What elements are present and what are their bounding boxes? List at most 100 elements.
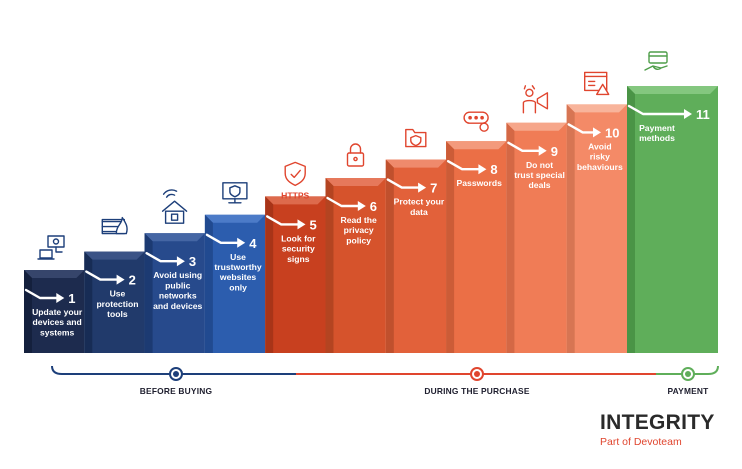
timeline-marker-dot [173, 371, 179, 377]
step-8-arrow [446, 159, 482, 171]
brand-name: INTEGRITY [600, 411, 715, 434]
brand-block: INTEGRITY Part of Devoteam [600, 412, 730, 449]
step-3-label-line: Avoid using [153, 270, 202, 280]
secure-folder-icon [405, 128, 427, 148]
step-1-label-line: systems [40, 327, 75, 337]
password-icon [463, 111, 489, 132]
step-11-side [627, 86, 635, 353]
brand-tagline: Part of Devoteam [600, 436, 682, 448]
step-9-number: 9 [551, 144, 558, 159]
firewall-icon [101, 216, 128, 235]
step-5-arrowhead [297, 219, 306, 230]
step-4-label-line: websites [219, 272, 257, 282]
step-3-front [144, 233, 205, 353]
step-11-top [627, 86, 718, 94]
step-2-label-line: Use [110, 289, 126, 299]
step-11-arrowhead [684, 109, 692, 119]
step-4-label-line: Use [230, 252, 246, 262]
step-9-label-line: deals [529, 180, 551, 190]
step-11-arrow [627, 104, 688, 116]
step-9-arrow [507, 141, 542, 153]
step-10-label-line: risky [590, 152, 610, 162]
laptop-icon [37, 235, 65, 260]
step-7-arrowhead [418, 182, 427, 193]
secure-monitor-icon [222, 182, 248, 204]
timeline-phase-label: BEFORE BUYING [140, 386, 212, 396]
timeline-segment-before [51, 365, 296, 375]
step-2-front [84, 251, 145, 353]
step-10-label-line: behaviours [577, 162, 623, 172]
step-7-arrow [386, 178, 422, 189]
step-5-number: 5 [310, 217, 317, 232]
step-5-label-line: Look for [281, 233, 316, 243]
step-3-arrow [145, 251, 181, 263]
step-2-arrow [85, 270, 120, 281]
step-6-side [325, 178, 334, 353]
step-7-number: 7 [430, 181, 437, 196]
step-7-front [385, 159, 447, 353]
step-1-side [24, 270, 32, 353]
step-4-arrowhead [237, 237, 246, 248]
step-5-arrow [266, 215, 301, 226]
megaphone-icon [522, 85, 549, 114]
step-10-label-line: Avoid [588, 141, 612, 151]
step-1-arrow [24, 288, 60, 300]
padlock-icon [346, 143, 365, 167]
step-6-arrow [326, 196, 361, 208]
step-10-front [566, 104, 627, 354]
step-7-label-line: Protect your [394, 197, 445, 207]
step-10-number: 10 [605, 125, 619, 140]
step-9-side [506, 122, 515, 353]
step-10-arrowhead [593, 127, 601, 138]
step-1-front [24, 270, 85, 353]
step-9-arrowhead [538, 145, 547, 156]
step-3-number: 3 [189, 254, 196, 269]
https-label: HTTPS [281, 190, 309, 200]
step-10-top [566, 104, 627, 113]
step-7-label-line: data [410, 207, 428, 217]
step-9-front [506, 122, 567, 353]
step-5-label-line: security [282, 244, 315, 254]
card-payment-icon [644, 51, 668, 71]
step-4-top [204, 214, 266, 223]
timeline-marker-dot [474, 371, 480, 377]
step-11-number: 11 [696, 107, 710, 122]
step-7-top [385, 159, 447, 168]
timeline-phase-label: PAYMENT [668, 386, 710, 396]
step-6-arrowhead [357, 201, 366, 211]
step-4-number: 4 [249, 236, 257, 251]
step-8-side [446, 141, 455, 353]
step-8-arrowhead [478, 164, 487, 175]
warning-browser-icon [584, 71, 610, 96]
step-1-label-line: devices and [33, 317, 82, 327]
step-6-label-line: policy [346, 235, 371, 245]
step-11-label-line: Payment [639, 123, 675, 133]
step-11-label-line: methods [639, 133, 675, 143]
step-4-label-line: only [229, 282, 247, 292]
step-5-front [265, 196, 326, 353]
step-3-arrowhead [176, 256, 185, 267]
step-1-top [24, 270, 85, 278]
step-10-side [566, 104, 575, 354]
step-1-arrowhead [56, 293, 65, 303]
step-2-number: 2 [129, 273, 136, 288]
step-2-side [84, 251, 93, 353]
step-5-side [265, 196, 274, 353]
step-2-label-line: protection [96, 299, 138, 309]
step-8-front [446, 141, 507, 353]
step-6-top [325, 178, 386, 186]
step-3-side [144, 233, 153, 353]
step-3-label-line: networks [159, 291, 197, 301]
timeline-segment-payment [656, 365, 719, 375]
step-7-side [385, 159, 394, 353]
